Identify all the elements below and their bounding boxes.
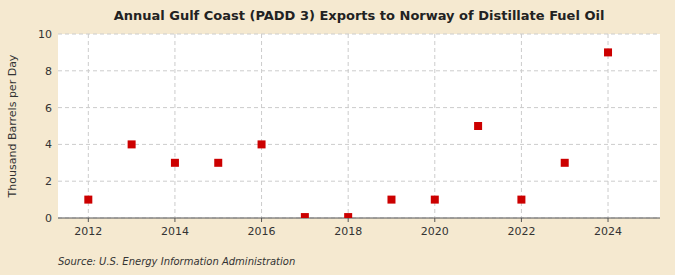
y-tick-label: 4 [45,138,52,151]
point [301,213,309,218]
point [604,48,612,56]
plot-area [58,34,660,218]
background [0,0,675,275]
y-grid-line [58,144,660,145]
y-grid-line [58,107,660,108]
x-grid-line [608,34,609,218]
y-tick-label: 2 [45,175,52,188]
point [561,159,569,167]
point [517,196,525,204]
y-axis-label: Thousand Barrels per Day [6,54,19,198]
x-axis-line [58,218,660,219]
x-tick [88,218,89,222]
y-grid-line [58,34,660,35]
source-note: Source: U.S. Energy Information Administ… [58,256,295,267]
points [84,48,612,218]
x-grid-line [261,34,262,218]
x-tick-label: 2016 [248,225,276,238]
x-tick-label: 2018 [334,225,362,238]
chart: 0 2 4 6 8 10 2012 2014 2016 2018 2020 2022 2024 Annua… [0,0,675,275]
point [431,196,439,204]
y-tick-label: 8 [45,65,52,78]
x-grid-line [348,34,349,218]
x-tick [608,218,609,222]
x-tick [348,218,349,222]
x-tick [434,218,435,222]
point [258,140,266,148]
y-tick-label: 10 [38,28,52,41]
point [344,213,352,218]
y-grid-line [58,181,660,182]
x-tick [174,218,175,222]
point [214,159,222,167]
point [474,122,482,130]
title: Annual Gulf Coast (PADD 3) Exports to No… [114,8,605,23]
x-tick-label: 2020 [421,225,449,238]
x-tick-label: 2022 [507,225,535,238]
y-grid-line [58,218,660,219]
x-tick-label: 2024 [594,225,622,238]
point [171,159,179,167]
x-grid-line [521,34,522,218]
x-tick [261,218,262,222]
y-tick-label: 0 [45,212,52,225]
point [128,140,136,148]
y-grid-line [58,70,660,71]
x-tick-label: 2012 [74,225,102,238]
x-grid-line [88,34,89,218]
x-grid-line [174,34,175,218]
x-grid-line [434,34,435,218]
point [387,196,395,204]
point [84,196,92,204]
x-tick [521,218,522,222]
x-tick-label: 2014 [161,225,189,238]
y-tick-label: 6 [45,102,52,115]
